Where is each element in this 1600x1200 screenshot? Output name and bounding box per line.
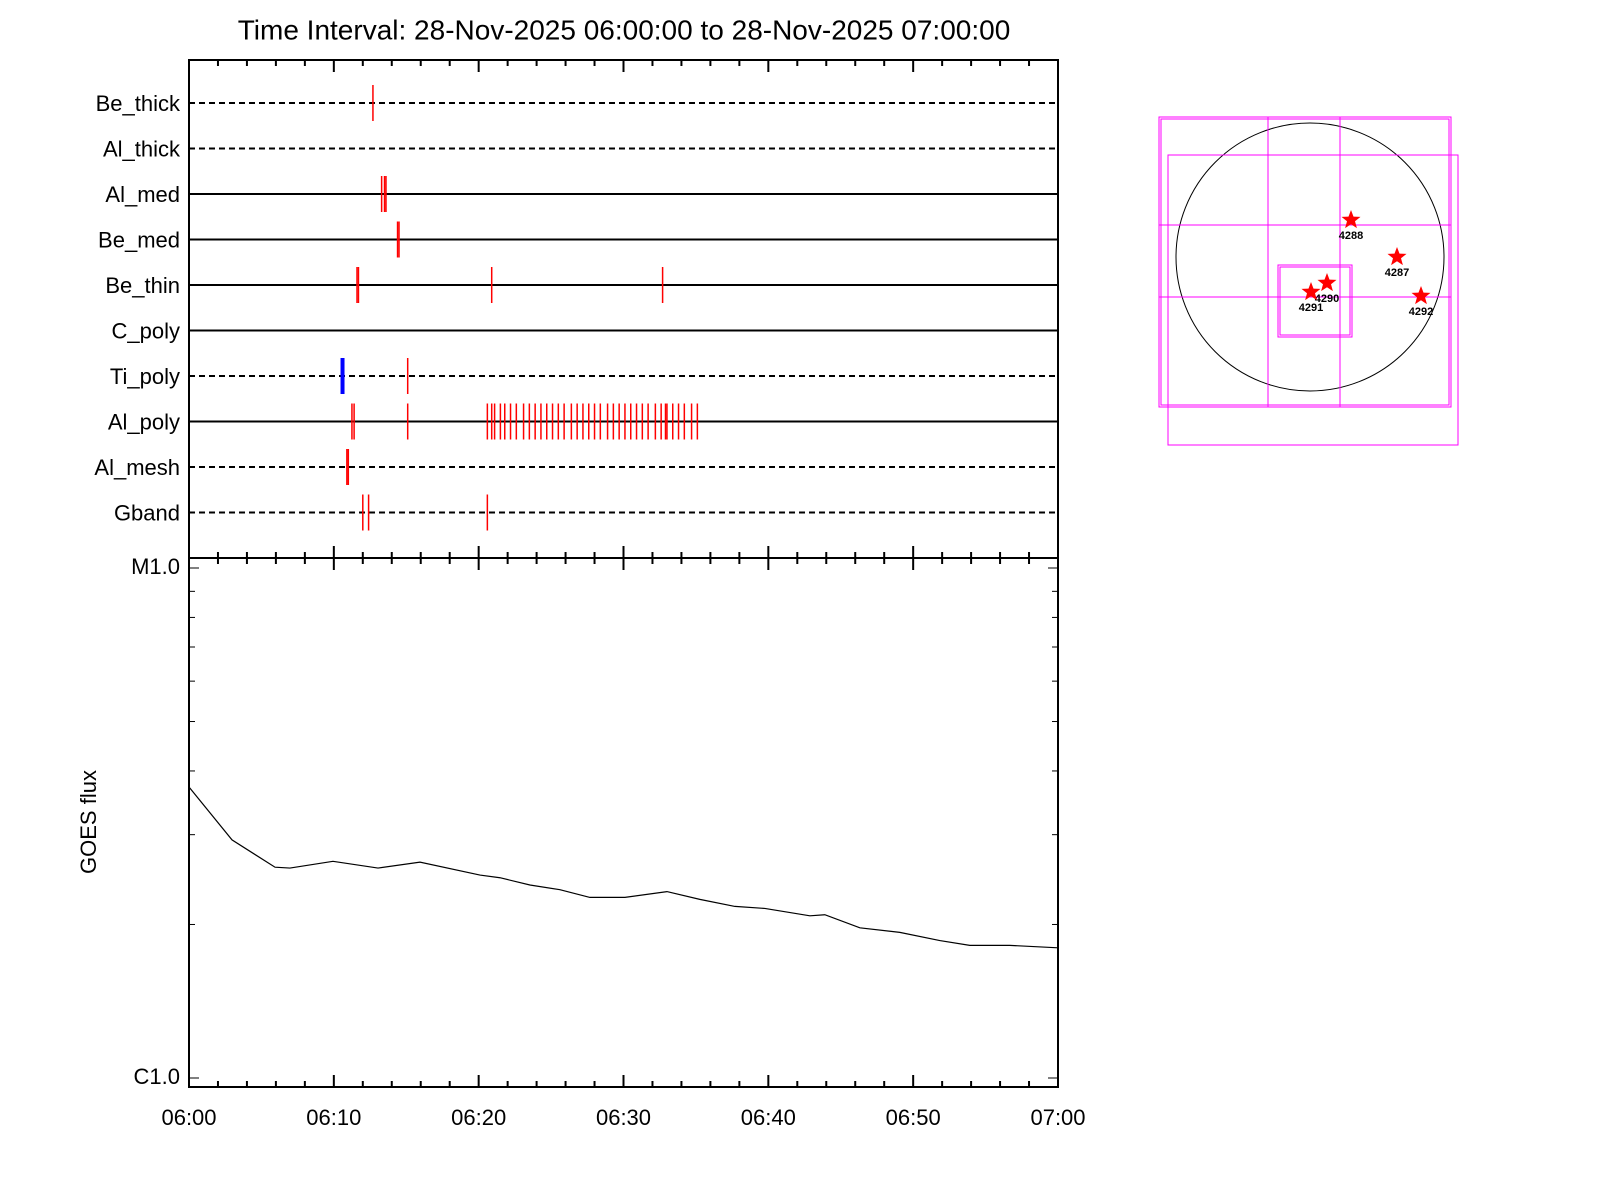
region-label: 4287 [1385, 267, 1409, 279]
fov-box [1279, 266, 1351, 336]
x-tick-label: 06:30 [596, 1105, 651, 1130]
x-tick-label: 06:00 [161, 1105, 216, 1130]
region-star [1387, 247, 1407, 266]
sun-map [1158, 116, 1459, 446]
region-star [1317, 273, 1337, 292]
x-tick-label: 06:50 [886, 1105, 941, 1130]
fov-box [1277, 264, 1353, 338]
x-tick-label: 07:00 [1030, 1105, 1085, 1130]
solar-disk [1175, 122, 1445, 392]
region-star [1341, 210, 1361, 229]
channel-label: Al_poly [108, 409, 180, 434]
region-star [1301, 282, 1321, 301]
channel-label: Al_mesh [94, 455, 180, 480]
flux-panel-frame [188, 557, 1059, 1088]
region-label: 4292 [1409, 306, 1433, 318]
region-star [1411, 286, 1431, 305]
flux-line [188, 786, 1059, 949]
y-tick-label: C1.0 [134, 1064, 180, 1089]
fov-box [1167, 154, 1459, 446]
x-tick-label: 06:20 [451, 1105, 506, 1130]
y-axis-label: GOES flux [76, 770, 101, 874]
channel-label: Be_thick [96, 91, 181, 116]
region-label: 4288 [1339, 230, 1363, 242]
fov-box [1158, 116, 1452, 408]
region-label: 4290 [1315, 293, 1339, 305]
channel-label: Be_med [98, 227, 180, 252]
channel-label: C_poly [112, 318, 180, 343]
region-label: 4291 [1299, 302, 1323, 314]
channel-label: Be_thin [105, 273, 180, 298]
channel-label: Ti_poly [110, 364, 180, 389]
y-tick-label: M1.0 [131, 554, 180, 579]
channel-label: Al_med [105, 182, 180, 207]
title: Time Interval: 28-Nov-2025 06:00:00 to 2… [238, 14, 1011, 45]
x-tick-label: 06:40 [741, 1105, 796, 1130]
x-tick-label: 06:10 [306, 1105, 361, 1130]
channel-label: Al_thick [103, 136, 181, 161]
channel-label: Gband [114, 500, 180, 525]
fov-box [1160, 118, 1450, 406]
event-panel-frame [188, 59, 1059, 559]
